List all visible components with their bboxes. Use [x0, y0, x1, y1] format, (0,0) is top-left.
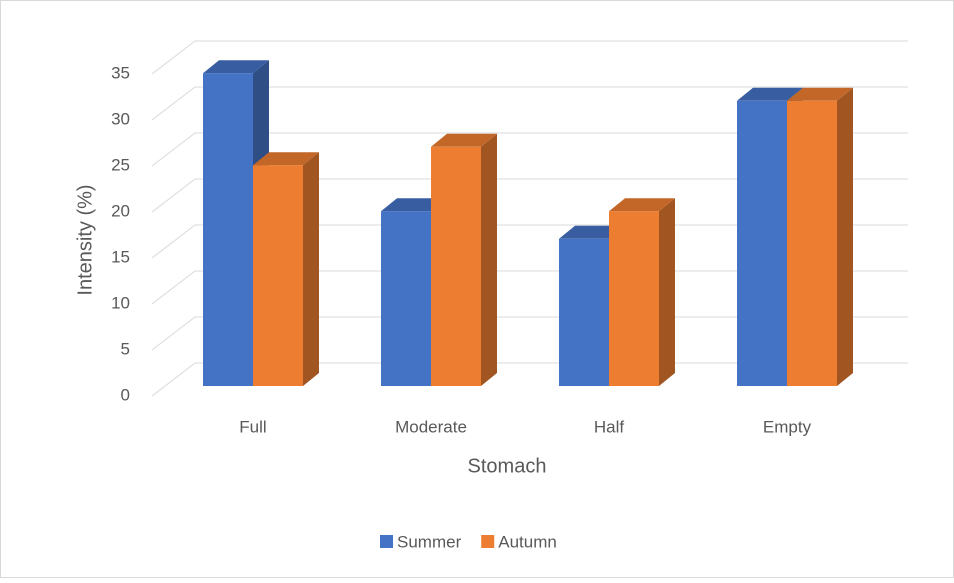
y-tick-label: 20	[111, 201, 130, 220]
x-tick-label: Half	[594, 417, 625, 436]
legend-label: Autumn	[498, 532, 557, 551]
bar-top	[609, 198, 675, 212]
bar-side	[481, 133, 497, 386]
grid-line-side	[151, 40, 196, 75]
grid-line-side	[151, 178, 196, 213]
bar-top	[559, 225, 625, 239]
x-tick-label: Moderate	[395, 417, 467, 436]
bar	[431, 146, 481, 386]
bar	[253, 165, 303, 386]
bar	[787, 100, 837, 387]
bar-top	[787, 87, 853, 101]
x-tick-label: Empty	[763, 417, 812, 436]
grid-line-side	[151, 86, 196, 121]
bar-top	[253, 152, 319, 166]
bar	[609, 211, 659, 386]
grid-line-side	[151, 224, 196, 259]
bar	[737, 100, 787, 387]
bar-side	[303, 152, 319, 386]
grid-line-side	[151, 362, 196, 397]
grid-line-side	[151, 132, 196, 167]
x-axis-label: Stomach	[468, 455, 547, 477]
y-tick-label: 25	[111, 155, 130, 174]
bar	[559, 238, 609, 386]
y-tick-label: 0	[121, 385, 130, 404]
bar	[203, 73, 253, 386]
y-tick-label: 5	[121, 339, 130, 358]
y-tick-label: 10	[111, 293, 130, 312]
x-tick-label: Full	[239, 417, 266, 436]
y-tick-label: 15	[111, 247, 130, 266]
y-tick-label: 35	[111, 63, 130, 82]
bar-side	[837, 87, 853, 387]
legend-swatch	[380, 535, 393, 548]
bar-side	[659, 198, 675, 386]
bar-top	[203, 60, 269, 74]
bar-top	[431, 133, 497, 147]
y-tick-label: 30	[111, 109, 130, 128]
bar-top	[737, 87, 803, 101]
legend-label: Summer	[397, 532, 462, 551]
legend-swatch	[481, 535, 495, 548]
grid-line-side	[151, 316, 196, 351]
bar-top	[381, 198, 447, 212]
grid-line-side	[151, 270, 196, 305]
bar	[381, 211, 431, 386]
y-axis-label: Intensity (%)	[74, 184, 96, 295]
